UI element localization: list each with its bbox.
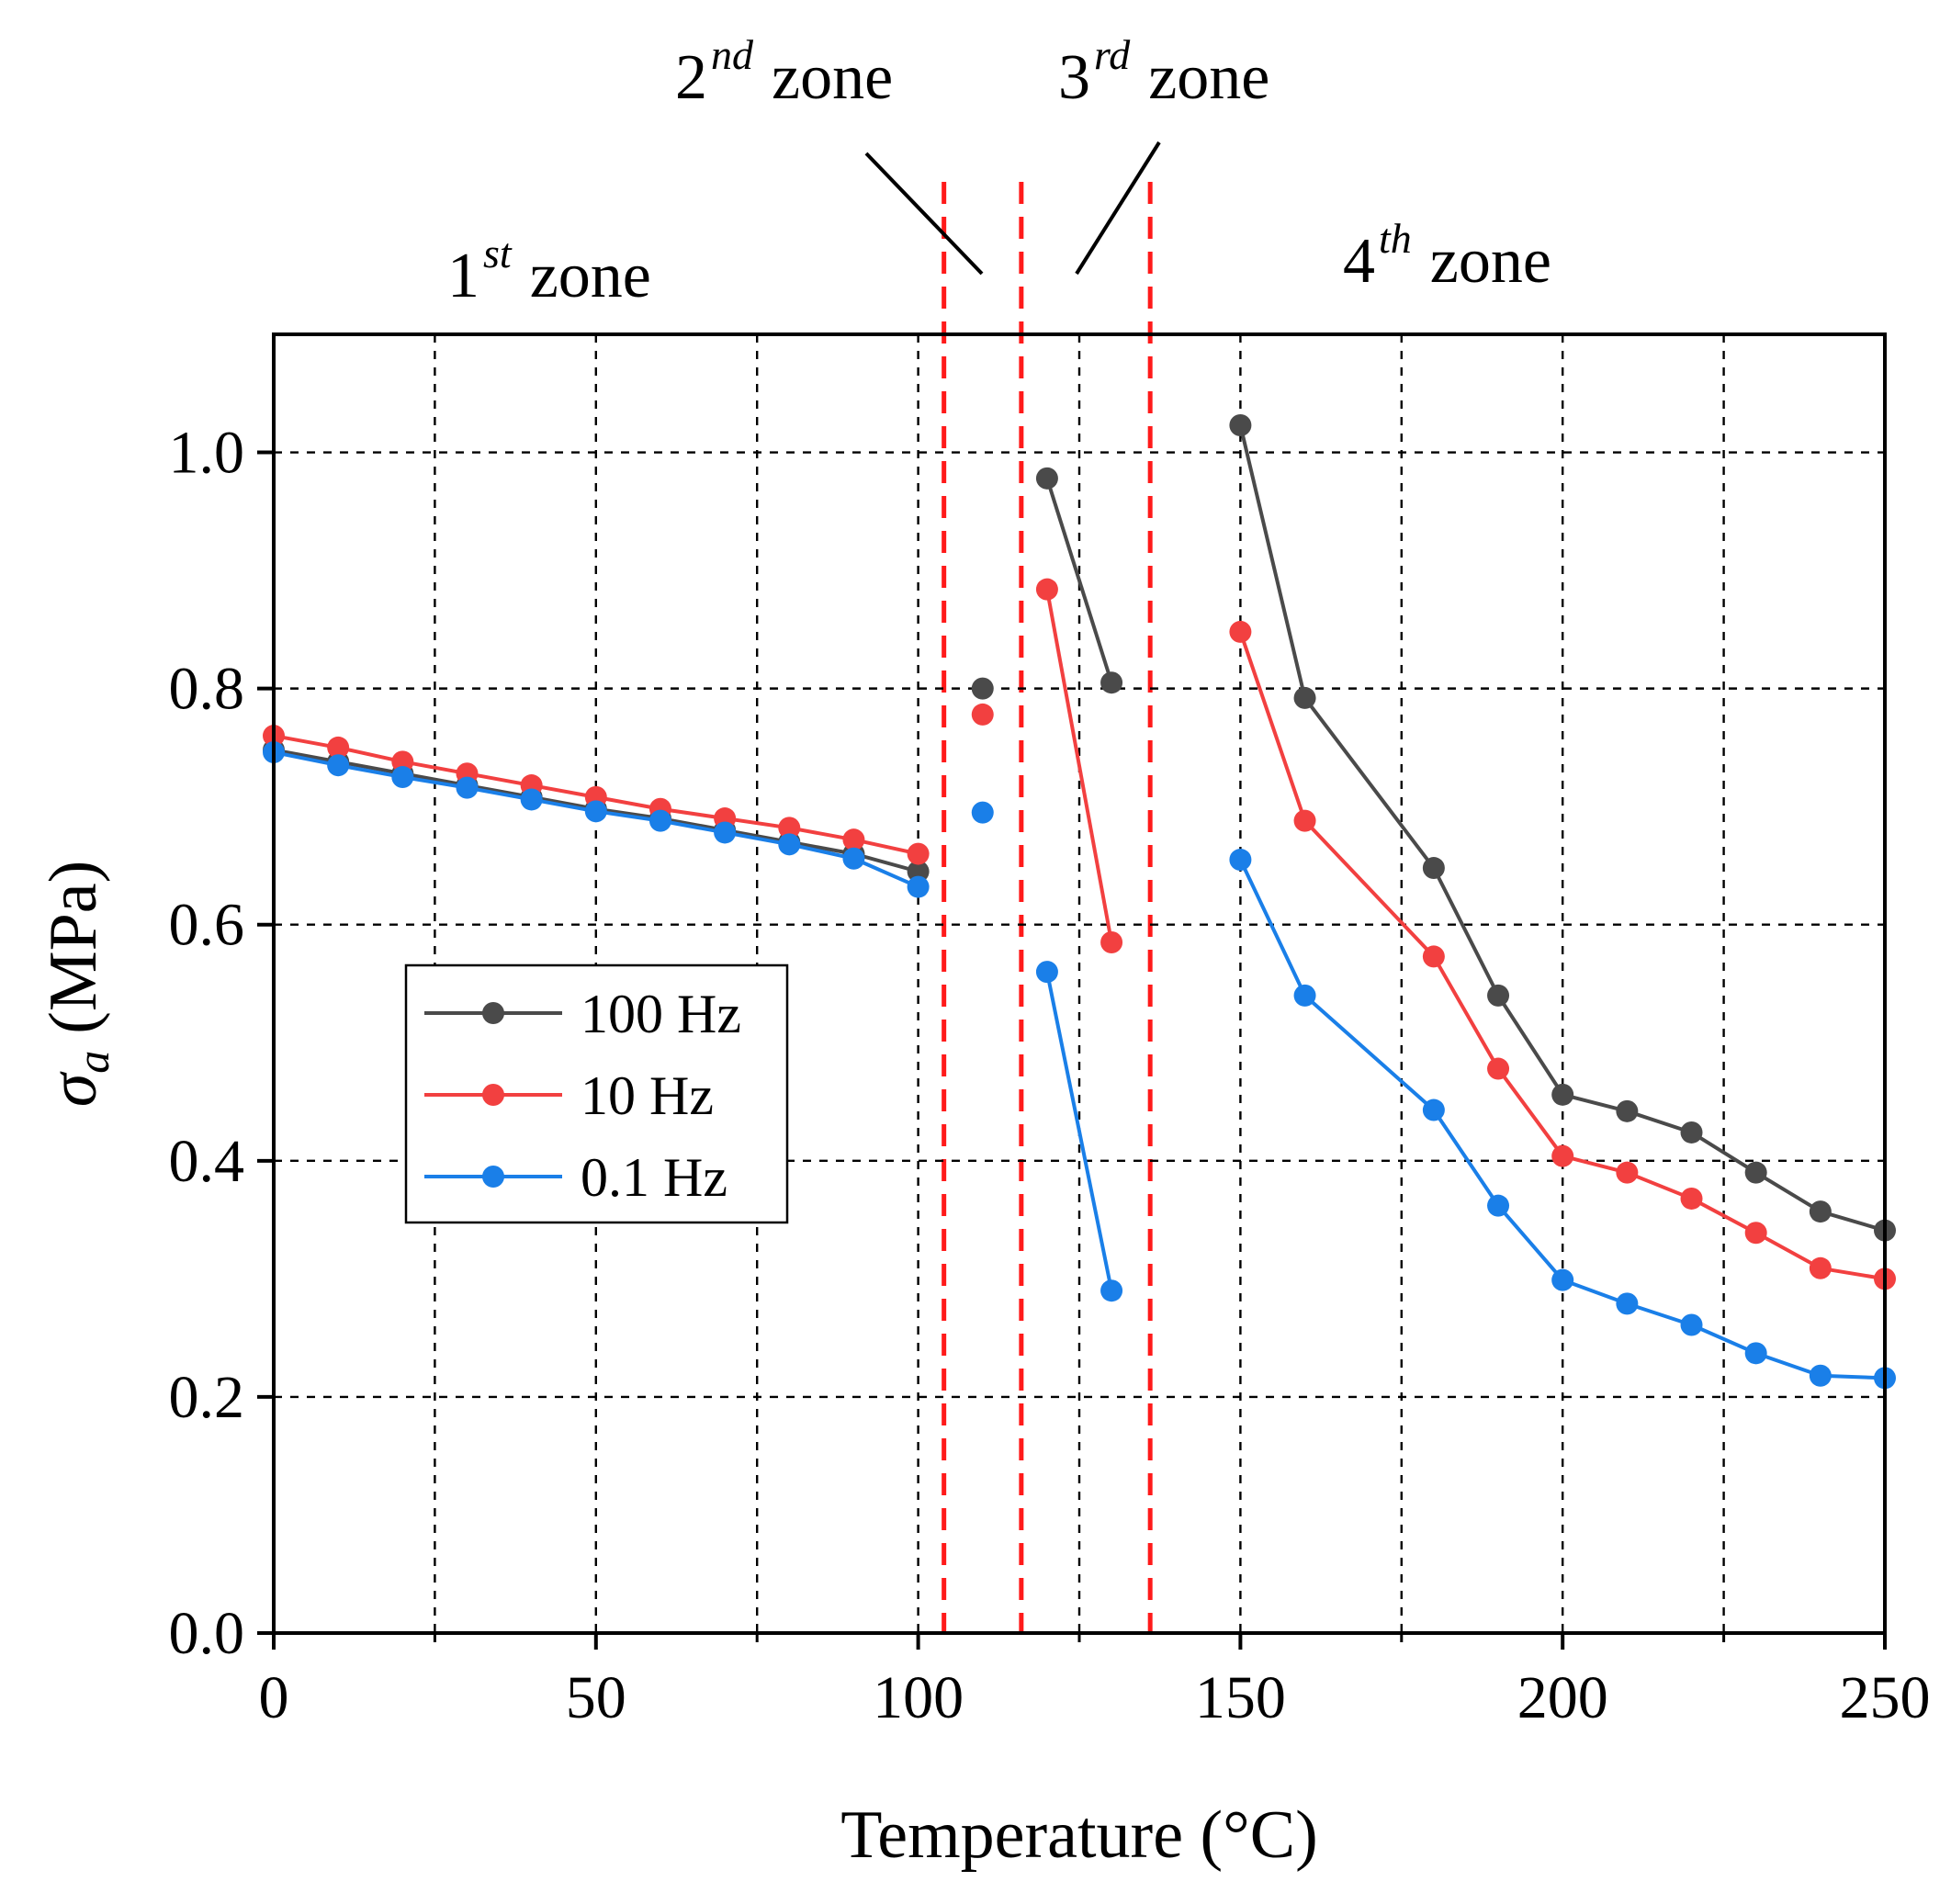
data-point [1809, 1200, 1832, 1223]
data-point [1616, 1161, 1639, 1184]
zone-2-label: 2nd zone [675, 31, 893, 113]
series-line [1044, 589, 1114, 943]
data-point [714, 821, 737, 844]
zone-4-label: 4th zone [1343, 215, 1551, 297]
data-point [1809, 1364, 1832, 1387]
data-point [391, 750, 414, 773]
legend-item: 0.1 Hz [424, 1147, 727, 1208]
data-point [907, 875, 930, 898]
data-point [327, 736, 350, 759]
x-tick-label: 100 [873, 1664, 964, 1731]
series-line [1238, 859, 1886, 1380]
data-point [1100, 671, 1123, 694]
data-point [842, 828, 865, 851]
series-line [1044, 971, 1114, 1291]
series-line [1238, 424, 1886, 1233]
data-point [971, 677, 994, 700]
data-point [1809, 1256, 1832, 1279]
data-point [1293, 809, 1316, 832]
data-point [1487, 1057, 1510, 1080]
zone-3-label: 3rd zone [1058, 31, 1269, 113]
zone-boundary-lines [942, 182, 1153, 1633]
x-axis-title: Temperature (°C) [840, 1797, 1318, 1873]
data-point [1744, 1222, 1767, 1245]
data-point [327, 754, 350, 777]
data-point [520, 788, 543, 811]
data-point [391, 766, 414, 789]
legend-label: 0.1 Hz [581, 1147, 727, 1208]
series-0-1-Hz [263, 741, 1896, 1390]
legend-label: 10 Hz [581, 1065, 714, 1126]
data-point [1680, 1121, 1703, 1144]
zone-labels: 1st zone 2nd zone 3rd zone 4th zone [447, 31, 1551, 311]
data-point [456, 776, 479, 799]
y-axis-unit: (MPa) [36, 861, 111, 1034]
data-point [907, 860, 930, 883]
zone-3-pointer [1075, 141, 1161, 276]
data-point [971, 703, 994, 726]
y-axis-title: σa (MPa) [36, 861, 118, 1108]
legend: 100 Hz 10 Hz 0.1 Hz [404, 963, 789, 1224]
data-point [1744, 1161, 1767, 1184]
y-tick-label: 0.6 [169, 892, 245, 959]
x-tick-label: 200 [1517, 1664, 1608, 1731]
y-axis-symbol: σ [36, 1071, 111, 1107]
legend-marker [482, 1002, 504, 1024]
y-tick-label: 0.0 [169, 1600, 245, 1667]
data-point [584, 800, 607, 823]
data-point [1229, 413, 1252, 436]
x-tick-label: 50 [566, 1664, 626, 1731]
data-point [1035, 467, 1058, 490]
legend-marker [482, 1166, 504, 1188]
data-point [648, 809, 671, 832]
legend-item: 100 Hz [424, 984, 741, 1044]
data-point [1616, 1099, 1639, 1122]
data-point [1100, 1279, 1123, 1302]
zone-2-pointer [864, 152, 984, 276]
legend-marker [482, 1084, 504, 1106]
data-point [1487, 1194, 1510, 1217]
data-point [1422, 857, 1445, 880]
data-point [1229, 620, 1252, 643]
data-point [1616, 1292, 1639, 1315]
data-point [1551, 1144, 1574, 1167]
y-tick-label: 0.2 [169, 1364, 245, 1431]
legend-label: 100 Hz [581, 984, 741, 1044]
y-tick-label: 0.4 [169, 1128, 245, 1195]
data-point [1551, 1268, 1574, 1291]
zone-1-label: 1st zone [447, 230, 651, 311]
data-point [971, 801, 994, 824]
series-10-Hz [263, 578, 1896, 1290]
data-point [1035, 578, 1058, 601]
series-line [1045, 478, 1113, 683]
x-tick-label: 250 [1840, 1664, 1931, 1731]
series [263, 413, 1896, 1390]
data-point [1744, 1342, 1767, 1365]
data-point [1035, 961, 1058, 984]
data-point [1680, 1313, 1703, 1336]
data-point [1422, 945, 1445, 968]
data-point [778, 817, 801, 839]
y-axis-subscript: a [67, 1051, 118, 1074]
x-tick-label: 150 [1195, 1664, 1286, 1731]
data-point [1551, 1083, 1574, 1106]
data-point [907, 842, 930, 865]
data-point [1100, 931, 1123, 954]
data-point [778, 833, 801, 856]
x-tick-label: 0 [259, 1664, 289, 1731]
data-point [1293, 686, 1316, 709]
data-point [842, 847, 865, 870]
data-point [1487, 984, 1510, 1007]
y-tick-label: 1.0 [169, 420, 245, 487]
y-tick-label: 0.8 [169, 656, 245, 723]
data-point [1229, 849, 1252, 872]
data-point [1293, 984, 1316, 1007]
tick-labels: 0 50 100 150 200 250 0.0 0.2 0.4 0.6 0.8 1.0 [169, 420, 1931, 1731]
data-point [1422, 1098, 1445, 1121]
series-line [1238, 631, 1886, 1281]
legend-item: 10 Hz [424, 1065, 714, 1126]
axis-ticks [257, 450, 1887, 1650]
data-point [1680, 1187, 1703, 1210]
